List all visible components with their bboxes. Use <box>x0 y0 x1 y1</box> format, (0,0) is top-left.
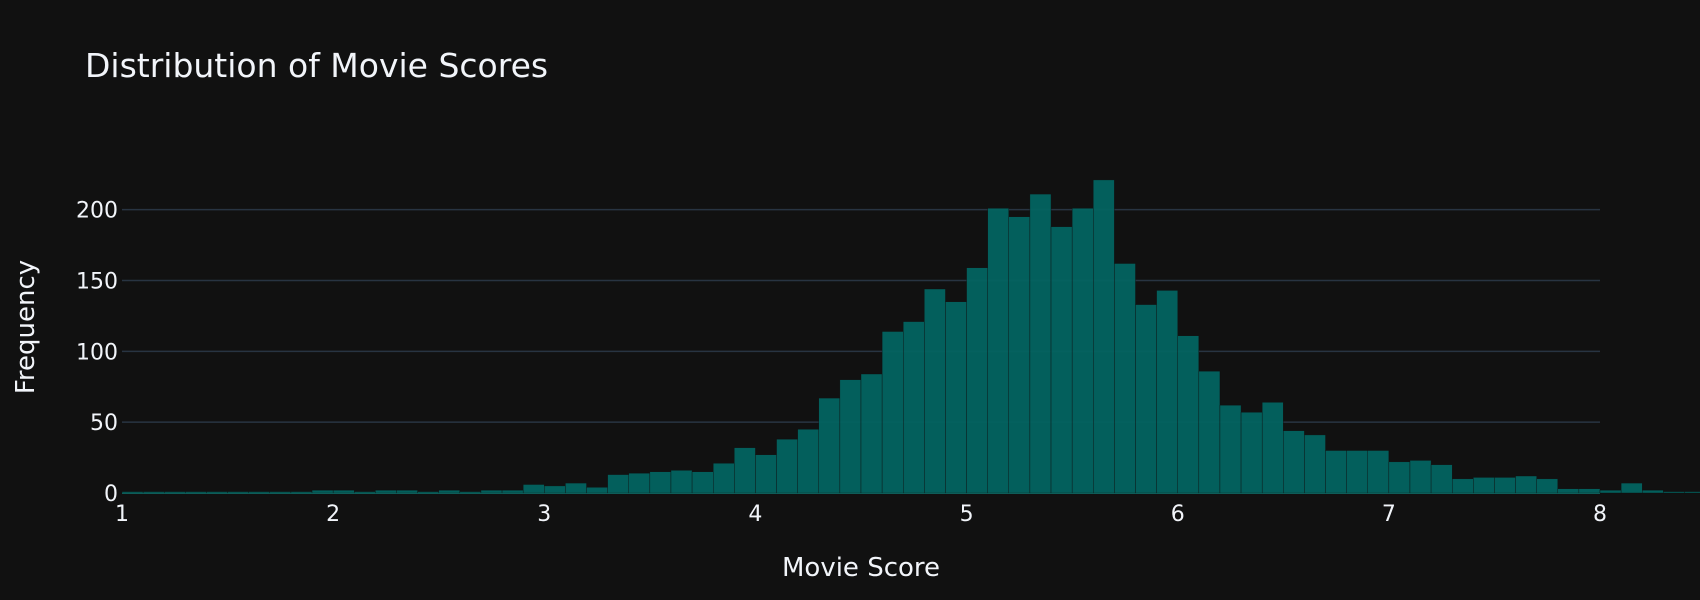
histogram-bar[interactable] <box>1663 491 1685 494</box>
histogram-bar[interactable] <box>417 491 439 494</box>
histogram-bar[interactable] <box>649 471 672 494</box>
histogram-bar[interactable] <box>903 321 925 494</box>
histogram-bar[interactable] <box>1494 477 1516 494</box>
histogram-bar[interactable] <box>438 489 461 494</box>
histogram-bar[interactable] <box>1325 450 1347 494</box>
histogram-bar[interactable] <box>691 471 714 494</box>
histogram-bars <box>121 179 1700 494</box>
histogram-bar[interactable] <box>459 491 482 494</box>
histogram-bar[interactable] <box>227 491 249 494</box>
x-axis-label: Movie Score <box>782 553 940 583</box>
y-axis-label: Frequency <box>11 260 41 394</box>
histogram-bar[interactable] <box>797 429 819 494</box>
histogram-bar[interactable] <box>565 482 587 494</box>
histogram-bar[interactable] <box>185 491 207 494</box>
histogram-bar[interactable] <box>206 491 228 494</box>
histogram-bar[interactable] <box>290 491 313 494</box>
y-tick-label: 150 <box>76 270 118 295</box>
histogram-bar[interactable] <box>1156 290 1178 494</box>
histogram-bar[interactable] <box>1283 430 1305 494</box>
histogram-bar[interactable] <box>396 489 418 494</box>
histogram-bar[interactable] <box>734 447 756 494</box>
y-tick-label: 50 <box>90 411 118 436</box>
x-tick-label: 4 <box>748 502 762 527</box>
histogram-bar[interactable] <box>966 267 988 494</box>
histogram-bar[interactable] <box>1304 434 1326 494</box>
histogram-bar[interactable] <box>1430 464 1453 494</box>
x-tick-label: 3 <box>537 502 551 527</box>
histogram-bar[interactable] <box>1515 475 1537 494</box>
histogram-bar[interactable] <box>1388 461 1411 494</box>
histogram-bar[interactable] <box>1029 193 1052 494</box>
histogram-bar[interactable] <box>987 208 1010 494</box>
histogram-bar[interactable] <box>121 491 144 494</box>
y-axis-ticks: 0 50 100 150 200 <box>76 199 118 507</box>
x-axis-ticks: 1 2 3 4 5 6 7 8 <box>115 502 1607 527</box>
histogram-bar[interactable] <box>1198 370 1221 494</box>
histogram-bar[interactable] <box>818 397 841 494</box>
x-tick-label: 6 <box>1171 502 1185 527</box>
y-tick-label: 200 <box>76 199 118 224</box>
histogram-bar[interactable] <box>544 485 566 494</box>
x-tick-label: 8 <box>1593 502 1607 527</box>
histogram-bar[interactable] <box>142 491 165 494</box>
x-tick-label: 5 <box>960 502 974 527</box>
histogram-bar[interactable] <box>1008 216 1031 494</box>
histogram-bar[interactable] <box>164 491 186 494</box>
histogram-bar[interactable] <box>1367 450 1390 494</box>
histogram-bar[interactable] <box>776 438 798 494</box>
histogram-bar[interactable] <box>375 489 397 494</box>
histogram-bar[interactable] <box>311 489 334 494</box>
histogram-bar[interactable] <box>1599 489 1622 494</box>
histogram-bar[interactable] <box>628 472 651 494</box>
histogram-bar[interactable] <box>1642 489 1664 494</box>
histogram-bar[interactable] <box>924 288 946 494</box>
histogram-bar[interactable] <box>1071 208 1094 494</box>
histogram-bar[interactable] <box>501 489 524 494</box>
histogram-bar[interactable] <box>1346 450 1368 494</box>
histogram-bar[interactable] <box>1578 488 1601 494</box>
histogram-bar[interactable] <box>860 373 883 494</box>
histogram-bar[interactable] <box>1684 491 1700 494</box>
histogram-bar[interactable] <box>1473 477 1495 494</box>
histogram-bar[interactable] <box>1451 478 1474 494</box>
histogram-bar[interactable] <box>480 489 503 494</box>
histogram-bar[interactable] <box>522 484 545 494</box>
histogram-bar[interactable] <box>1093 179 1115 494</box>
histogram-bar[interactable] <box>1261 402 1284 494</box>
histogram-bar[interactable] <box>248 491 271 494</box>
histogram-bar[interactable] <box>1135 304 1157 494</box>
histogram-bar[interactable] <box>1557 488 1580 494</box>
histogram-bar[interactable] <box>607 474 629 494</box>
histogram-bar[interactable] <box>1114 263 1136 494</box>
histogram-bar[interactable] <box>1620 482 1643 494</box>
y-tick-label: 100 <box>76 340 118 365</box>
histogram-bar[interactable] <box>755 454 777 494</box>
histogram-bar[interactable] <box>1219 404 1242 494</box>
histogram-bar[interactable] <box>881 331 904 494</box>
histogram-bar[interactable] <box>1536 478 1558 494</box>
x-tick-label: 1 <box>115 502 129 527</box>
x-tick-label: 2 <box>326 502 340 527</box>
histogram-bar[interactable] <box>269 491 292 494</box>
histogram-bar[interactable] <box>670 470 693 494</box>
histogram-bar[interactable] <box>1409 460 1432 494</box>
chart-title: Distribution of Movie Scores <box>85 46 549 85</box>
histogram-bar[interactable] <box>945 301 967 494</box>
x-tick-label: 7 <box>1382 502 1396 527</box>
histogram-bar[interactable] <box>332 489 355 494</box>
histogram-bar[interactable] <box>1177 335 1200 494</box>
histogram-bar[interactable] <box>839 379 862 494</box>
histogram-bar[interactable] <box>354 491 376 494</box>
histogram-bar[interactable] <box>713 463 735 494</box>
histogram-bar[interactable] <box>1240 412 1263 494</box>
histogram-bar[interactable] <box>1050 226 1073 494</box>
histogram-bar[interactable] <box>586 487 608 494</box>
y-tick-label: 0 <box>104 482 118 507</box>
